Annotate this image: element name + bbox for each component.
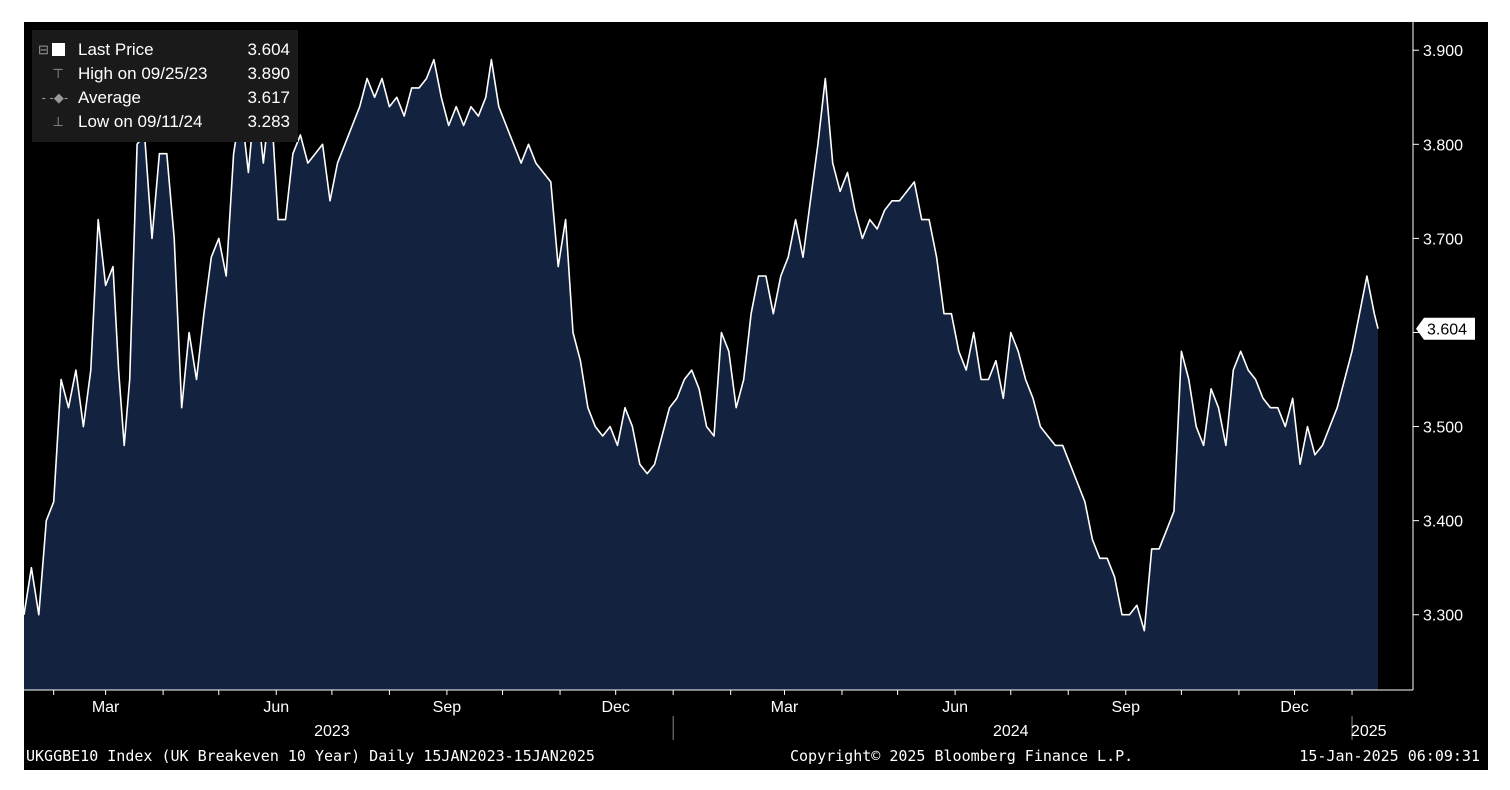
- y-tick-label: 3.400: [1423, 514, 1463, 531]
- collapse-icon[interactable]: ⊟: [38, 42, 49, 57]
- x-tick-label: Sep: [1112, 699, 1141, 716]
- footer-copyright: Copyright© 2025 Bloomberg Finance L.P.: [790, 747, 1134, 765]
- x-tick-label: Dec: [601, 699, 629, 716]
- legend-row-average: - -◆- Average 3.617: [32, 86, 298, 110]
- legend-row-low: ⊥ Low on 09/11/24 3.283: [32, 110, 298, 134]
- y-tick-label: 3.900: [1423, 43, 1463, 60]
- y-tick-label: 3.800: [1423, 137, 1463, 154]
- y-tick-label: 3.300: [1423, 608, 1463, 625]
- last-price-swatch: [52, 43, 65, 56]
- price-area-fill: [24, 59, 1378, 691]
- low-marker-icon: ⊥: [38, 114, 64, 129]
- legend-row-high: ⊤ High on 09/25/23 3.890: [32, 62, 298, 86]
- footer-ticker-description: UKGGBE10 Index (UK Breakeven 10 Year) Da…: [26, 747, 595, 765]
- price-line: [24, 58, 1379, 632]
- x-year-label: 2025: [1351, 723, 1387, 740]
- last-price-callout-label: 3.604: [1427, 322, 1467, 339]
- x-year-label: 2024: [993, 723, 1029, 740]
- x-tick-label: Dec: [1280, 699, 1308, 716]
- x-year-label: 2023: [314, 723, 350, 740]
- legend-label: Last Price: [78, 40, 154, 59]
- footer-timestamp: 15-Jan-2025 06:09:31: [1299, 747, 1480, 765]
- x-tick-label: Jun: [942, 699, 968, 716]
- x-tick-label: Jun: [263, 699, 289, 716]
- legend-value: 3.890: [247, 64, 290, 83]
- chart-frame: 3.3003.4003.5003.6003.7003.8003.900MarJu…: [24, 22, 1488, 770]
- average-marker-icon: - -◆-: [38, 90, 69, 105]
- legend-label: Low on 09/11/24: [78, 112, 203, 131]
- x-tick-label: Mar: [771, 699, 799, 716]
- x-tick-label: Sep: [433, 699, 462, 716]
- legend-box: ⊟ Last Price 3.604 ⊤ High on 09/25/23 3.…: [32, 30, 298, 142]
- legend-label: Average: [78, 88, 142, 107]
- legend-value: 3.617: [247, 88, 290, 107]
- legend-label: High on 09/25/23: [78, 64, 208, 83]
- price-chart: 3.3003.4003.5003.6003.7003.8003.900MarJu…: [24, 22, 1475, 740]
- x-tick-label: Mar: [92, 699, 120, 716]
- last-price-callout: [1416, 317, 1475, 340]
- legend-value: 3.604: [247, 40, 290, 59]
- legend-row-last-price: ⊟ Last Price 3.604: [32, 38, 298, 62]
- y-tick-label: 3.700: [1423, 231, 1463, 248]
- y-tick-label: 3.500: [1423, 420, 1463, 437]
- high-marker-icon: ⊤: [38, 66, 64, 81]
- legend-value: 3.283: [247, 112, 290, 131]
